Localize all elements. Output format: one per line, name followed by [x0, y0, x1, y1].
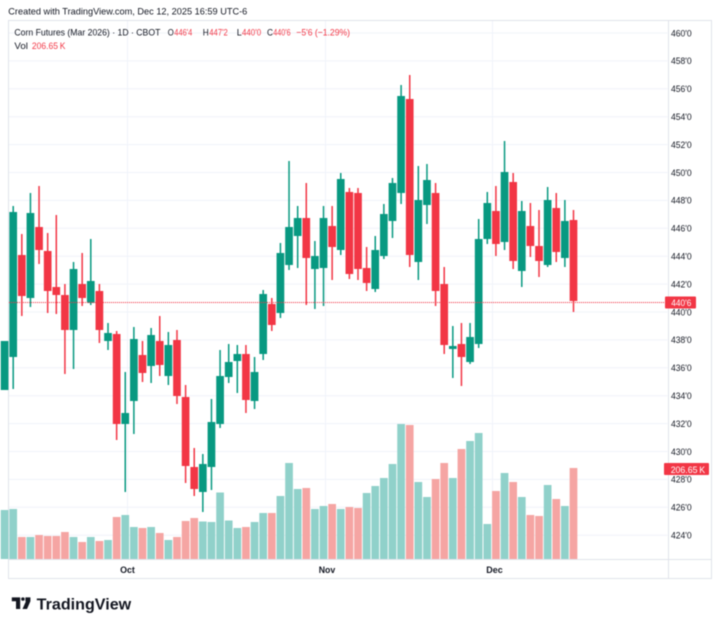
- svg-text:460'0: 460'0: [671, 28, 692, 39]
- svg-text:424'0: 424'0: [671, 531, 692, 542]
- svg-text:Oct: Oct: [120, 565, 136, 576]
- svg-text:426'0: 426'0: [671, 503, 692, 514]
- svg-text:O: O: [168, 27, 174, 38]
- svg-text:436'0: 436'0: [671, 363, 692, 374]
- svg-text:458'0: 458'0: [671, 56, 692, 67]
- svg-text:456'0: 456'0: [671, 84, 692, 95]
- svg-text:454'0: 454'0: [671, 112, 692, 123]
- svg-text:Corn Futures (Mar 2026) · 1D ·: Corn Futures (Mar 2026) · 1D · CBOT: [14, 27, 160, 38]
- svg-text:206.65 K: 206.65 K: [32, 41, 66, 52]
- svg-text:447'2: 447'2: [209, 27, 228, 38]
- svg-text:440'6: 440'6: [273, 27, 290, 38]
- svg-text:450'0: 450'0: [671, 168, 692, 179]
- svg-text:206.65 K: 206.65 K: [671, 465, 706, 476]
- svg-text:L: L: [237, 27, 242, 38]
- svg-text:428'0: 428'0: [671, 475, 692, 486]
- svg-text:452'0: 452'0: [671, 140, 692, 151]
- svg-text:448'0: 448'0: [671, 196, 692, 207]
- svg-text:444'0: 444'0: [671, 252, 692, 263]
- svg-text:H: H: [203, 27, 209, 38]
- svg-text:Created with TradingView.com,: Created with TradingView.com, Dec 12, 20…: [8, 6, 247, 17]
- svg-text:432'0: 432'0: [671, 419, 692, 430]
- svg-text:Vol: Vol: [14, 41, 28, 52]
- svg-text:Nov: Nov: [319, 565, 336, 576]
- svg-text:440'0: 440'0: [671, 307, 692, 318]
- svg-text:446'4: 446'4: [174, 27, 192, 38]
- svg-text:438'0: 438'0: [671, 335, 692, 346]
- svg-text:442'0: 442'0: [671, 279, 692, 290]
- svg-text:440'0: 440'0: [242, 27, 261, 38]
- svg-text:434'0: 434'0: [671, 391, 692, 402]
- svg-text:C: C: [267, 27, 273, 38]
- svg-text:Dec: Dec: [486, 565, 503, 576]
- svg-text:440'6: 440'6: [671, 298, 691, 309]
- svg-text:−5'6 (−1.29%): −5'6 (−1.29%): [296, 27, 350, 38]
- svg-text:446'0: 446'0: [671, 224, 692, 235]
- svg-text:430'0: 430'0: [671, 447, 692, 458]
- svg-text:TradingView: TradingView: [37, 596, 132, 613]
